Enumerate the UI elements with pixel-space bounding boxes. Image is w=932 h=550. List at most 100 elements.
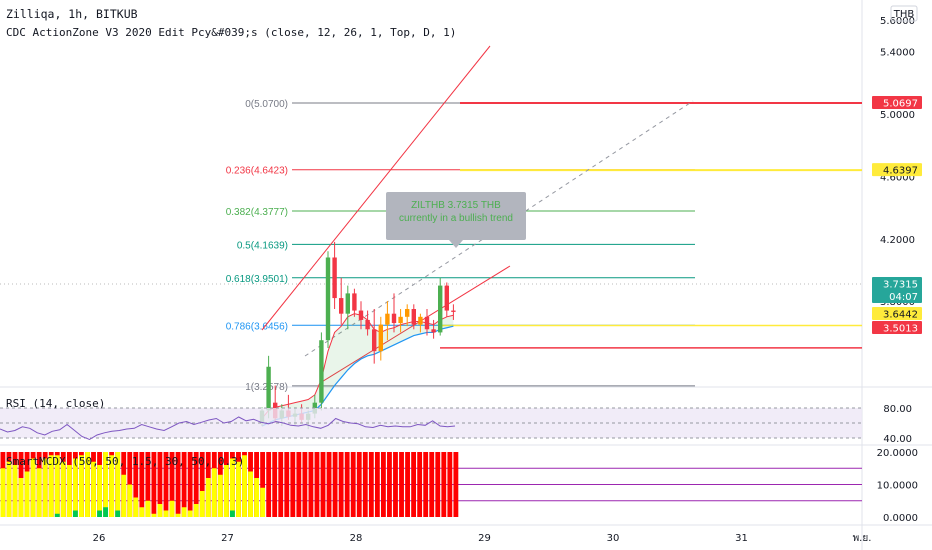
smartmcdx-bar bbox=[169, 452, 175, 517]
smartmcdx-tick-label: 10.0000 bbox=[877, 481, 918, 492]
rsi-line bbox=[0, 416, 456, 441]
horizontal-lines[interactable] bbox=[440, 102, 862, 349]
price-tick-label: 5.4000 bbox=[880, 47, 915, 58]
smartmcdx-bar bbox=[399, 452, 404, 517]
smartmcdx-bar bbox=[453, 452, 459, 517]
candle bbox=[431, 319, 436, 339]
smartmcdx-bar bbox=[254, 452, 259, 517]
smartmcdx-bar bbox=[60, 452, 66, 517]
smartmcdx-bar bbox=[272, 452, 278, 517]
smartmcdx-bar bbox=[163, 452, 169, 517]
smartmcdx-bar bbox=[36, 452, 42, 517]
smartmcdx-bar bbox=[393, 452, 398, 517]
time-tick-label: 29 bbox=[478, 533, 491, 544]
smartmcdx-bar bbox=[374, 452, 380, 517]
smartmcdx-bar bbox=[18, 452, 24, 517]
candle bbox=[332, 241, 337, 310]
candle bbox=[358, 301, 364, 330]
smartmcdx-bar bbox=[278, 452, 284, 517]
time-tick-label: 30 bbox=[607, 533, 620, 544]
smartmcdx-bar bbox=[326, 452, 332, 517]
smartmcdx-bar bbox=[314, 452, 320, 517]
rsi-tick-label: 80.00 bbox=[883, 404, 912, 415]
smartmcdx-bar bbox=[199, 452, 205, 517]
smartmcdx-bar bbox=[411, 452, 417, 517]
time-tick-label: 27 bbox=[221, 533, 234, 544]
symbol-title[interactable]: Zilliqa, 1h, BITKUB bbox=[6, 7, 138, 21]
candle bbox=[418, 313, 423, 333]
fibonacci-retracement[interactable]: 0(5.0700) 0.236(4.6423) 0.382(4.3777) 0.5(4… bbox=[226, 99, 695, 393]
smartmcdx-bar bbox=[296, 452, 302, 517]
callout-line1: ZILTHB 3.7315 THB bbox=[411, 200, 501, 211]
callout-box[interactable]: ZILTHB 3.7315 THB currently in a bullish… bbox=[386, 192, 526, 248]
currency-label-border bbox=[890, 5, 918, 22]
price-tag: 3.5013 bbox=[872, 321, 922, 335]
smartmcdx-bar bbox=[332, 452, 338, 517]
smartmcdx-bar bbox=[72, 452, 78, 517]
price-tag-label: 3.7315 bbox=[883, 280, 918, 291]
price-tick-label: 5.6000 bbox=[880, 16, 915, 27]
candle bbox=[372, 309, 377, 364]
price-tag-label: 4.6397 bbox=[883, 166, 918, 177]
time-axis[interactable]: 26 27 28 29 30 31 พ.ย. bbox=[93, 533, 872, 544]
smartmcdx-bar bbox=[266, 452, 272, 517]
smartmcdx-bar bbox=[223, 452, 229, 517]
time-tick-label: พ.ย. bbox=[853, 533, 872, 544]
fib-level-label: 0.382(4.3777) bbox=[226, 207, 288, 218]
smartmcdx-bar bbox=[48, 452, 54, 517]
smartmcdx-bar bbox=[429, 452, 435, 517]
smartmcdx-bar bbox=[217, 452, 223, 517]
channel-upper-line[interactable] bbox=[261, 45, 491, 331]
smartmcdx-bar bbox=[248, 452, 253, 517]
price-tag: 3.6442 bbox=[872, 307, 922, 321]
rsi-tick-label: 40.00 bbox=[883, 434, 912, 445]
smartmcdx-bar bbox=[54, 452, 60, 517]
smartmcdx-bar bbox=[320, 452, 326, 517]
candle bbox=[266, 355, 271, 419]
smartmcdx-pane[interactable]: SmartMCDX (50, 50, 1.5, 30, 50, 0.3) bbox=[0, 452, 862, 517]
time-tick-label: 31 bbox=[735, 533, 748, 544]
smartmcdx-bar bbox=[356, 452, 362, 517]
smartmcdx-bar bbox=[42, 452, 48, 517]
candle bbox=[398, 309, 403, 333]
smartmcdx-bar bbox=[91, 452, 96, 517]
candle bbox=[411, 304, 416, 330]
candle bbox=[378, 316, 383, 361]
smartmcdx-bar bbox=[30, 452, 36, 517]
currency-label[interactable]: THB bbox=[893, 9, 915, 20]
smartmcdx-bar bbox=[103, 452, 109, 517]
smartmcdx-bar bbox=[127, 452, 133, 517]
smartmcdx-bar bbox=[0, 452, 6, 517]
rsi-pane[interactable]: RSI (14, close) bbox=[0, 397, 862, 441]
candle bbox=[444, 282, 449, 317]
candle bbox=[405, 304, 410, 327]
smartmcdx-bar bbox=[236, 452, 241, 517]
smartmcdx-bar bbox=[350, 452, 356, 517]
smartmcdx-bar bbox=[308, 452, 314, 517]
rsi-axis: 80.00 40.00 bbox=[883, 404, 912, 445]
candle bbox=[339, 277, 344, 325]
smartmcdx-bar bbox=[175, 452, 181, 517]
smartmcdx-bar bbox=[139, 452, 145, 517]
smartmcdx-bar bbox=[193, 452, 199, 517]
smartmcdx-bar bbox=[435, 452, 441, 517]
smartmcdx-bar bbox=[405, 452, 410, 517]
candle bbox=[438, 277, 443, 336]
smartmcdx-bar bbox=[66, 452, 72, 517]
smartmcdx-bar bbox=[230, 452, 235, 517]
smartmcdx-bar bbox=[338, 452, 344, 517]
indicator-title[interactable]: CDC ActionZone V3 2020 Edit Pcy&#039;s (… bbox=[6, 26, 456, 39]
smartmcdx-bar bbox=[157, 452, 163, 517]
smartmcdx-bar bbox=[211, 452, 217, 517]
smartmcdx-bar bbox=[380, 452, 386, 517]
time-tick-label: 28 bbox=[350, 533, 363, 544]
smartmcdx-bar bbox=[121, 452, 127, 517]
price-tick-label: 4.6000 bbox=[880, 172, 915, 183]
candle bbox=[352, 288, 357, 317]
smartmcdx-tick-label: 20.0000 bbox=[877, 448, 918, 459]
rsi-label[interactable]: RSI (14, close) bbox=[6, 397, 105, 410]
rsi-band bbox=[0, 408, 862, 438]
smartmcdx-label[interactable]: SmartMCDX (50, 50, 1.5, 30, 50, 0.3) bbox=[6, 455, 244, 468]
